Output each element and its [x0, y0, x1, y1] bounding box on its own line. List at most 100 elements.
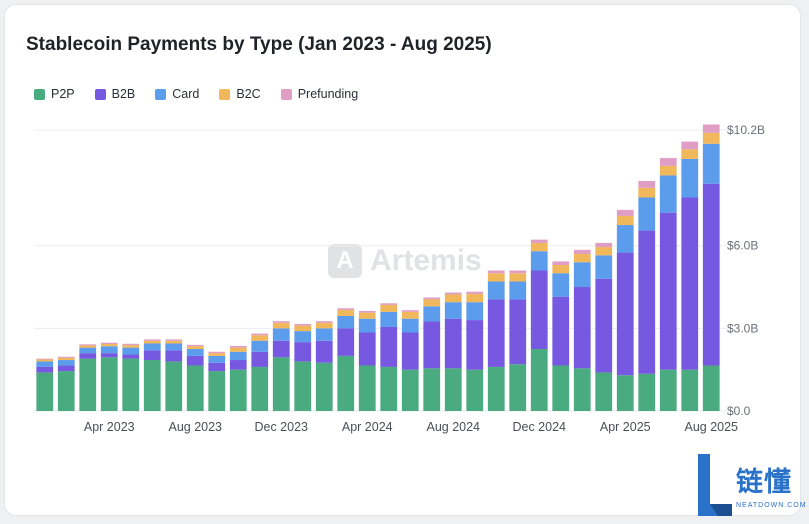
bar-segment-b2b[interactable]: [251, 351, 269, 367]
bar-segment-p2p[interactable]: [487, 366, 505, 411]
bar-segment-card[interactable]: [208, 355, 226, 363]
bar-stack[interactable]: [358, 310, 376, 411]
bar-stack[interactable]: [79, 344, 97, 411]
legend-item-p2p[interactable]: P2P: [34, 87, 75, 101]
bar-stack[interactable]: [487, 270, 505, 412]
bar-stack[interactable]: [702, 124, 720, 411]
bar-segment-prefunding[interactable]: [616, 209, 634, 216]
bar-segment-b2b[interactable]: [616, 252, 634, 376]
bar-segment-b2c[interactable]: [208, 353, 226, 356]
bar-segment-card[interactable]: [315, 328, 333, 341]
bar-segment-b2c[interactable]: [100, 344, 118, 347]
legend-item-b2b[interactable]: B2B: [94, 87, 135, 101]
bar-segment-b2c[interactable]: [702, 132, 720, 144]
bar-segment-prefunding[interactable]: [229, 345, 247, 348]
bar-stack[interactable]: [229, 345, 247, 411]
bar-segment-card[interactable]: [36, 361, 54, 367]
bar-segment-b2b[interactable]: [315, 340, 333, 363]
bar-segment-prefunding[interactable]: [702, 124, 720, 133]
bar-segment-b2b[interactable]: [681, 197, 699, 370]
bar-segment-card[interactable]: [530, 251, 548, 271]
bar-segment-p2p[interactable]: [358, 365, 376, 411]
bar-segment-p2p[interactable]: [251, 366, 269, 411]
bar-segment-b2b[interactable]: [702, 183, 720, 366]
bar-stack[interactable]: [100, 342, 118, 411]
bar-segment-b2b[interactable]: [358, 332, 376, 366]
bar-segment-prefunding[interactable]: [79, 344, 97, 346]
bar-segment-b2c[interactable]: [573, 253, 591, 263]
legend-item-b2c[interactable]: B2C: [219, 87, 261, 101]
bar-segment-b2c[interactable]: [143, 340, 161, 344]
bar-segment-b2c[interactable]: [251, 335, 269, 341]
bar-segment-card[interactable]: [595, 255, 613, 279]
bar-segment-prefunding[interactable]: [337, 308, 355, 310]
bar-segment-p2p[interactable]: [36, 372, 54, 411]
bar-stack[interactable]: [315, 321, 333, 411]
bar-segment-card[interactable]: [57, 360, 75, 366]
bar-segment-p2p[interactable]: [57, 371, 75, 411]
bar-segment-card[interactable]: [337, 315, 355, 329]
bar-segment-card[interactable]: [229, 351, 247, 361]
bar-segment-card[interactable]: [638, 197, 656, 231]
bar-segment-b2c[interactable]: [36, 359, 54, 362]
bar-segment-prefunding[interactable]: [552, 261, 570, 265]
bar-segment-b2c[interactable]: [444, 294, 462, 303]
bar-segment-b2c[interactable]: [638, 187, 656, 198]
bar-segment-prefunding[interactable]: [315, 321, 333, 323]
bar-segment-card[interactable]: [358, 318, 376, 333]
bar-segment-p2p[interactable]: [380, 366, 398, 411]
bar-segment-b2b[interactable]: [487, 299, 505, 367]
bar-segment-b2c[interactable]: [122, 345, 140, 348]
bar-stack[interactable]: [186, 344, 204, 411]
bar-stack[interactable]: [552, 261, 570, 411]
bar-segment-prefunding[interactable]: [444, 292, 462, 295]
bar-segment-p2p[interactable]: [315, 362, 333, 411]
bar-segment-prefunding[interactable]: [380, 303, 398, 305]
bar-stack[interactable]: [595, 242, 613, 411]
bar-stack[interactable]: [36, 358, 54, 411]
bar-segment-card[interactable]: [702, 143, 720, 184]
bar-stack[interactable]: [57, 356, 75, 411]
bar-segment-card[interactable]: [186, 349, 204, 356]
bar-segment-b2c[interactable]: [681, 149, 699, 159]
bar-stack[interactable]: [294, 323, 312, 411]
bar-segment-p2p[interactable]: [79, 358, 97, 411]
bar-segment-b2b[interactable]: [552, 296, 570, 366]
bar-segment-b2b[interactable]: [57, 365, 75, 372]
bar-segment-b2b[interactable]: [165, 350, 183, 362]
bar-segment-card[interactable]: [616, 225, 634, 253]
bar-segment-prefunding[interactable]: [294, 323, 312, 326]
bar-segment-card[interactable]: [401, 318, 419, 333]
bar-segment-p2p[interactable]: [100, 357, 118, 411]
bar-segment-p2p[interactable]: [659, 369, 677, 411]
bar-segment-b2b[interactable]: [595, 278, 613, 373]
bar-segment-card[interactable]: [552, 273, 570, 297]
bar-segment-b2b[interactable]: [573, 287, 591, 369]
bar-segment-b2c[interactable]: [509, 273, 527, 282]
bar-segment-b2c[interactable]: [530, 242, 548, 252]
bar-segment-b2c[interactable]: [315, 322, 333, 329]
bar-segment-b2b[interactable]: [208, 362, 226, 372]
bar-stack[interactable]: [659, 158, 677, 411]
bar-segment-p2p[interactable]: [530, 349, 548, 411]
bar-segment-prefunding[interactable]: [509, 270, 527, 274]
bar-segment-card[interactable]: [509, 281, 527, 300]
bar-segment-p2p[interactable]: [229, 369, 247, 411]
bar-segment-p2p[interactable]: [702, 365, 720, 411]
bar-segment-prefunding[interactable]: [251, 333, 269, 336]
bar-segment-card[interactable]: [466, 302, 484, 321]
bar-segment-b2c[interactable]: [358, 312, 376, 319]
bar-segment-p2p[interactable]: [337, 355, 355, 411]
legend-item-prefunding[interactable]: Prefunding: [280, 87, 358, 101]
bar-segment-b2c[interactable]: [423, 299, 441, 307]
bar-segment-p2p[interactable]: [466, 369, 484, 411]
bar-stack[interactable]: [530, 239, 548, 411]
bar-segment-card[interactable]: [272, 328, 290, 341]
bar-segment-b2c[interactable]: [229, 347, 247, 352]
bar-stack[interactable]: [423, 297, 441, 411]
bar-segment-b2c[interactable]: [401, 311, 419, 319]
bar-segment-b2b[interactable]: [509, 299, 527, 365]
bar-stack[interactable]: [208, 351, 226, 411]
bar-segment-b2b[interactable]: [380, 326, 398, 367]
bar-segment-p2p[interactable]: [294, 361, 312, 411]
